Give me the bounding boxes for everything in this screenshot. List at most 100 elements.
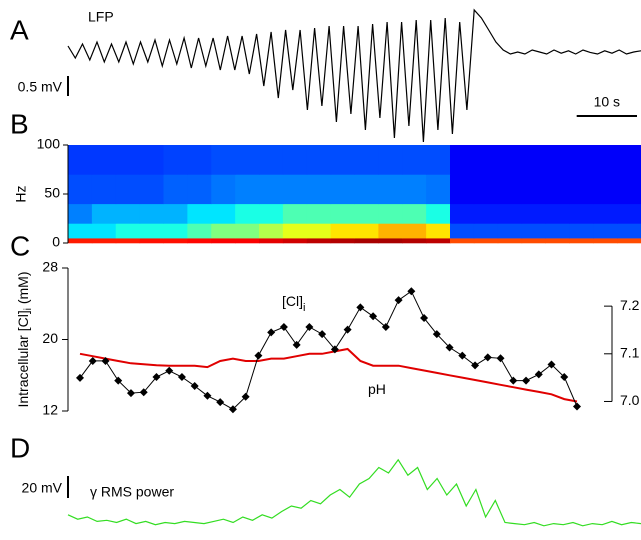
- marker: [534, 370, 543, 379]
- heat-cell: [259, 145, 284, 175]
- heat-cell: [306, 203, 332, 224]
- heat-cell: [68, 203, 93, 224]
- heat-cell: [593, 203, 618, 224]
- heat-cell: [211, 223, 236, 239]
- heat-cell: [163, 223, 188, 239]
- heat-cell: [235, 223, 260, 239]
- heat-cell: [139, 238, 164, 244]
- panel-letter: D: [10, 432, 30, 463]
- marker: [318, 330, 327, 339]
- heat-cell: [163, 238, 188, 244]
- marker: [305, 322, 314, 331]
- heat-cell: [378, 223, 403, 239]
- heat-cell: [282, 238, 308, 244]
- heat-cell: [211, 238, 236, 244]
- heat-cell: [450, 174, 475, 205]
- heat-cell: [187, 203, 212, 224]
- heat-cell: [569, 238, 594, 244]
- y-tick-label: 50: [44, 185, 60, 201]
- marker: [343, 325, 352, 334]
- heat-cell: [91, 238, 117, 244]
- heat-cell: [473, 203, 499, 224]
- heat-cell: [497, 145, 523, 175]
- heat-cell: [402, 223, 427, 239]
- heat-cell: [426, 238, 451, 244]
- heat-cell: [115, 238, 141, 244]
- heat-cell: [115, 203, 141, 224]
- heat-cell: [91, 174, 117, 205]
- marker: [432, 330, 441, 339]
- heat-cell: [282, 174, 308, 205]
- heat-cell: [378, 145, 403, 175]
- heat-cell: [91, 145, 117, 175]
- heat-cell: [402, 238, 427, 244]
- heat-cell: [211, 174, 236, 205]
- heat-cell: [545, 145, 570, 175]
- heat-cell: [617, 145, 641, 175]
- heat-cell: [402, 174, 427, 205]
- trace: [67, 8, 641, 143]
- heat-cell: [115, 174, 141, 205]
- heat-cell: [306, 145, 332, 175]
- time-bar-label: 10 s: [594, 94, 620, 110]
- marker: [483, 353, 492, 362]
- heat-cell: [450, 223, 475, 239]
- heat-cell: [473, 145, 499, 175]
- trace-label: γ RMS power: [90, 484, 174, 500]
- y-tick-label: 100: [37, 136, 61, 152]
- heat-cell: [521, 238, 546, 244]
- heat-cell: [187, 223, 212, 239]
- heat-cell: [569, 145, 594, 175]
- heat-cell: [330, 223, 355, 239]
- heat-cell: [593, 223, 618, 239]
- panel-letter: A: [10, 14, 29, 45]
- heat-cell: [235, 203, 260, 224]
- heat-cell: [115, 145, 141, 175]
- heat-cell: [259, 174, 284, 205]
- y2-tick-label: 7.2: [620, 297, 640, 313]
- marker: [522, 376, 531, 385]
- marker: [88, 356, 97, 365]
- heat-cell: [139, 203, 164, 224]
- series-label-sub: i: [303, 302, 305, 314]
- marker: [471, 361, 480, 370]
- panel-letter: C: [10, 230, 30, 261]
- heat-cell: [68, 223, 93, 239]
- heat-cell: [163, 174, 188, 205]
- heat-cell: [402, 145, 427, 175]
- marker: [547, 360, 556, 369]
- heat-cell: [378, 203, 403, 224]
- heat-cell: [617, 238, 641, 244]
- heat-cell: [354, 203, 379, 224]
- y-axis-label: Hz: [13, 185, 29, 202]
- heat-cell: [569, 174, 594, 205]
- marker: [445, 343, 454, 352]
- marker: [267, 328, 276, 337]
- marker: [152, 373, 161, 382]
- heat-cell: [354, 145, 379, 175]
- marker: [292, 340, 301, 349]
- heat-cell: [259, 223, 284, 239]
- marker: [203, 391, 212, 400]
- heat-cell: [521, 223, 546, 239]
- heat-cell: [569, 223, 594, 239]
- marker: [560, 373, 569, 382]
- heat-cell: [235, 174, 260, 205]
- heat-cell: [378, 238, 403, 244]
- heat-cell: [521, 145, 546, 175]
- y-tick-label: 28: [42, 259, 58, 275]
- marker: [496, 354, 505, 363]
- heat-cell: [473, 174, 499, 205]
- heat-cell: [163, 145, 188, 175]
- heat-cell: [211, 145, 236, 175]
- heat-cell: [139, 174, 164, 205]
- marker: [126, 389, 135, 398]
- heat-cell: [378, 174, 403, 205]
- heat-cell: [306, 238, 332, 244]
- heat-cell: [91, 203, 117, 224]
- series-line: [79, 347, 578, 403]
- heat-cell: [426, 203, 451, 224]
- marker: [407, 287, 416, 296]
- heat-cell: [426, 174, 451, 205]
